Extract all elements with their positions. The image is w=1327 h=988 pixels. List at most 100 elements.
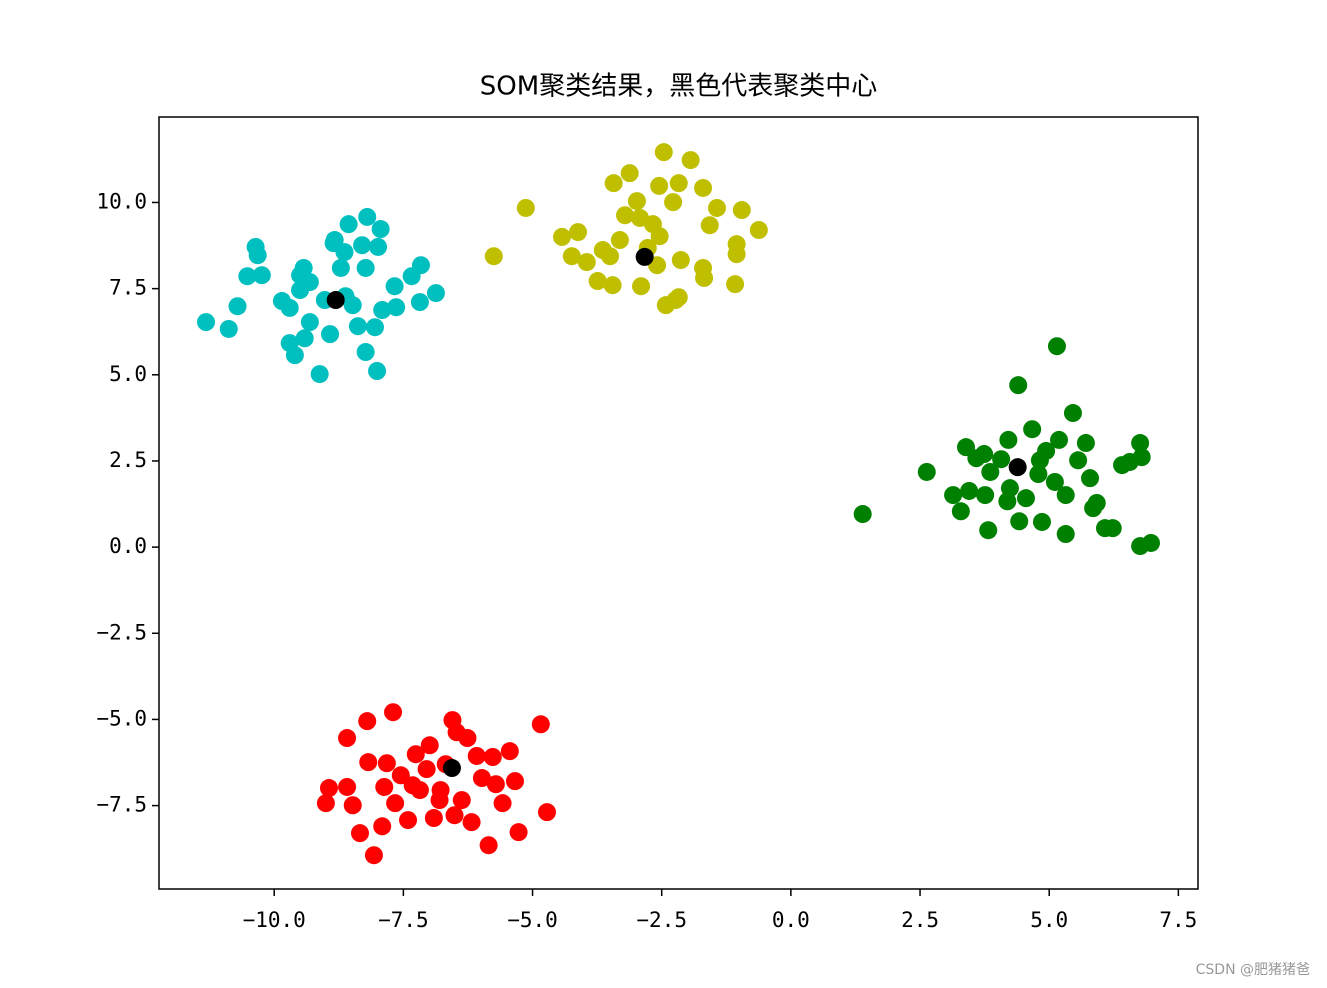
point xyxy=(356,258,375,277)
point xyxy=(577,253,596,272)
point xyxy=(365,318,384,337)
point xyxy=(467,746,486,765)
x-tick-label: 0.0 xyxy=(772,908,810,932)
point xyxy=(588,272,607,291)
point xyxy=(300,313,319,332)
point xyxy=(707,198,726,217)
point xyxy=(1141,533,1160,552)
point xyxy=(1029,465,1048,484)
point xyxy=(1063,404,1082,423)
point xyxy=(458,729,477,748)
point xyxy=(1032,512,1051,531)
point xyxy=(294,258,313,277)
point xyxy=(603,276,622,295)
x-tick-label: −10.0 xyxy=(243,908,306,932)
point xyxy=(999,430,1018,449)
y-tick-label: 0.0 xyxy=(109,534,147,558)
point xyxy=(695,268,714,287)
point xyxy=(280,298,299,317)
point xyxy=(339,215,358,234)
point xyxy=(951,502,970,521)
watermark: CSDN @肥猪猪爸 xyxy=(1196,962,1310,978)
point xyxy=(326,291,345,310)
point xyxy=(356,343,375,362)
point xyxy=(979,521,998,540)
point xyxy=(348,317,367,336)
point xyxy=(635,247,654,266)
point xyxy=(650,227,669,246)
point xyxy=(1131,434,1150,453)
point xyxy=(493,794,512,813)
point xyxy=(484,247,503,266)
point xyxy=(399,811,418,830)
point xyxy=(509,823,528,842)
point xyxy=(238,267,257,286)
point xyxy=(358,712,377,731)
point xyxy=(516,198,535,217)
point xyxy=(228,297,247,316)
point xyxy=(338,777,357,796)
point xyxy=(616,206,635,225)
point xyxy=(664,193,683,212)
y-tick-label: −2.5 xyxy=(96,620,147,644)
point xyxy=(426,284,445,303)
point xyxy=(430,791,449,810)
point xyxy=(331,258,350,277)
point xyxy=(569,223,588,242)
point xyxy=(338,729,357,748)
point xyxy=(319,779,338,798)
y-tick-label: 7.5 xyxy=(109,276,147,300)
point xyxy=(1008,458,1027,477)
point xyxy=(377,754,396,773)
point xyxy=(1076,434,1095,453)
point xyxy=(424,809,443,828)
point xyxy=(197,313,216,332)
point xyxy=(1023,420,1042,439)
y-tick-label: 5.0 xyxy=(109,362,147,386)
y-tick-label: 2.5 xyxy=(109,448,147,472)
point xyxy=(620,164,639,183)
y-tick-label: −7.5 xyxy=(96,793,147,817)
y-tick-label: −5.0 xyxy=(96,706,147,730)
point xyxy=(369,237,388,256)
point xyxy=(486,775,505,794)
point xyxy=(300,273,319,292)
point xyxy=(505,772,524,791)
point xyxy=(368,362,387,381)
point xyxy=(384,703,403,722)
point xyxy=(1056,486,1075,505)
point xyxy=(700,216,719,235)
point xyxy=(694,178,713,197)
point xyxy=(371,220,390,239)
point xyxy=(364,846,383,865)
point xyxy=(410,293,429,312)
point xyxy=(479,836,498,855)
point xyxy=(601,247,620,266)
point xyxy=(358,207,377,226)
point xyxy=(387,298,406,317)
point xyxy=(944,486,963,505)
x-tick-label: 2.5 xyxy=(901,908,939,932)
point xyxy=(726,275,745,294)
point xyxy=(373,817,392,836)
x-tick-label: −7.5 xyxy=(378,908,429,932)
point xyxy=(632,277,651,296)
point xyxy=(500,742,519,761)
point xyxy=(604,174,623,193)
point xyxy=(1069,451,1088,470)
point xyxy=(552,227,571,246)
point xyxy=(1103,519,1122,538)
point xyxy=(252,266,271,285)
x-tick-label: 7.5 xyxy=(1159,908,1197,932)
point xyxy=(538,803,557,822)
point xyxy=(295,329,314,348)
point xyxy=(353,236,372,255)
point xyxy=(681,151,700,170)
point xyxy=(385,277,404,296)
point xyxy=(462,813,481,832)
point xyxy=(610,231,629,250)
point xyxy=(1047,337,1066,356)
point xyxy=(1009,376,1028,395)
point xyxy=(472,769,491,788)
